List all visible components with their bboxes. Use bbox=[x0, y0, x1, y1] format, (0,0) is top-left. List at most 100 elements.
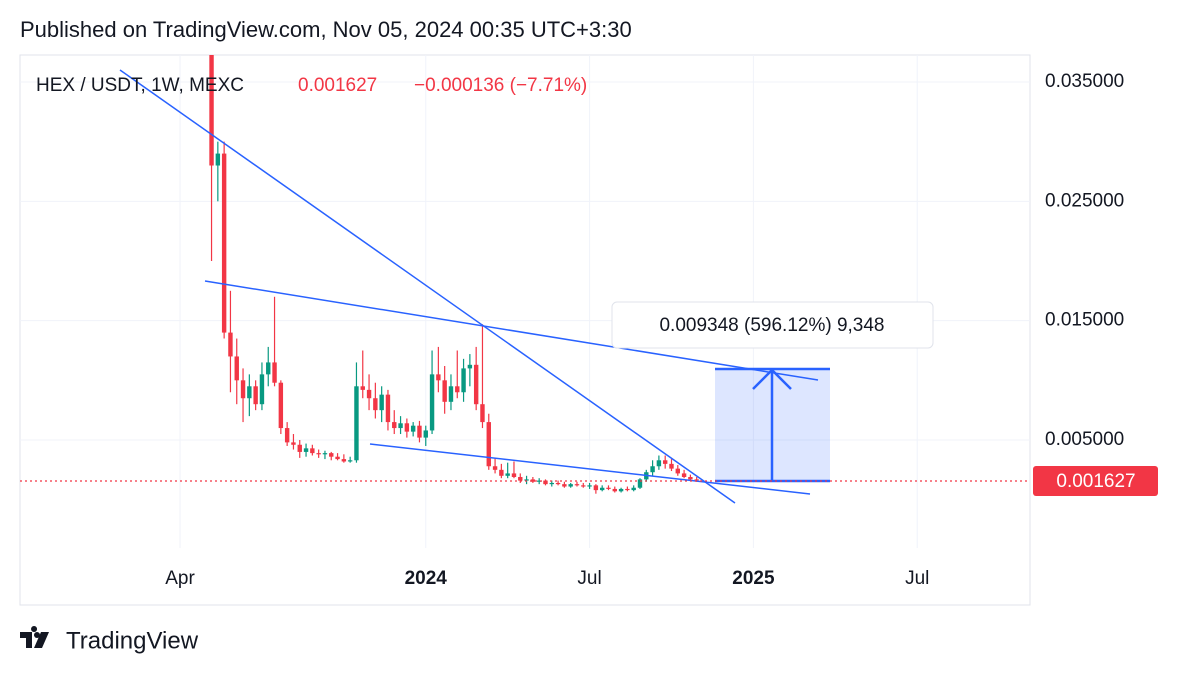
candle-body bbox=[429, 374, 435, 431]
candle-body bbox=[341, 459, 347, 462]
candle-body bbox=[562, 484, 567, 487]
measure-tooltip bbox=[611, 301, 934, 349]
candle-body bbox=[322, 453, 328, 455]
logo bbox=[20, 626, 49, 648]
candle-body bbox=[360, 386, 365, 390]
candle-body bbox=[555, 482, 561, 485]
candle-body bbox=[694, 479, 699, 481]
candle-body bbox=[347, 460, 353, 462]
candle-body bbox=[511, 473, 517, 477]
candle-body bbox=[436, 374, 441, 381]
candle-body bbox=[385, 394, 391, 423]
trend-line bbox=[204, 280, 819, 381]
price-tag-label: 0.001627 bbox=[1056, 471, 1135, 492]
candle-body bbox=[681, 473, 687, 477]
candle-body bbox=[587, 485, 592, 487]
candle-body bbox=[392, 422, 397, 429]
candle-body bbox=[530, 479, 536, 482]
candle-body bbox=[228, 332, 233, 357]
candle-body bbox=[606, 487, 611, 489]
candle-body bbox=[410, 425, 416, 432]
trend-line bbox=[369, 443, 811, 495]
candle-body bbox=[278, 382, 284, 429]
x-tick-label: Apr bbox=[165, 568, 195, 589]
candle-body bbox=[259, 374, 265, 405]
candle-body bbox=[675, 468, 680, 474]
candle-body bbox=[234, 356, 239, 381]
candle-body bbox=[669, 463, 674, 469]
trend-line bbox=[119, 69, 736, 504]
candle-body bbox=[354, 386, 359, 461]
candle-body bbox=[625, 488, 630, 491]
candle-body bbox=[297, 444, 302, 452]
candle-body bbox=[209, 55, 214, 166]
candle-body bbox=[442, 380, 447, 402]
brand: TradingView bbox=[66, 627, 199, 654]
x-tick-label: Jul bbox=[905, 568, 929, 589]
candle-body bbox=[536, 480, 542, 482]
y-tick-label: 0.015000 bbox=[1045, 310, 1124, 331]
candle-body bbox=[335, 456, 340, 460]
candle-body bbox=[303, 448, 309, 452]
drawings bbox=[20, 69, 1030, 504]
candle-body bbox=[221, 153, 227, 333]
candle-body bbox=[543, 480, 548, 485]
candle-body bbox=[518, 476, 523, 481]
candle-body bbox=[492, 466, 498, 470]
price-tag bbox=[1033, 466, 1158, 496]
candle-body bbox=[253, 386, 258, 405]
candle-body bbox=[599, 487, 605, 491]
candle-body bbox=[423, 430, 428, 438]
candle-body bbox=[688, 476, 693, 480]
candle-body bbox=[266, 362, 271, 375]
candle-body bbox=[612, 488, 617, 492]
candles bbox=[209, 55, 699, 494]
candle-body bbox=[240, 380, 246, 399]
candle-body bbox=[574, 484, 580, 486]
candle-body bbox=[316, 453, 321, 455]
candle-body bbox=[329, 453, 334, 457]
candle-body bbox=[568, 484, 573, 487]
legend-title: HEX / USDT, 1W, MEXC bbox=[36, 75, 244, 96]
candle-body bbox=[618, 488, 624, 492]
candle-body bbox=[473, 364, 479, 405]
candle-body bbox=[662, 460, 668, 464]
candle-body bbox=[455, 386, 460, 393]
y-tick-label: 0.005000 bbox=[1045, 429, 1124, 450]
candle-body bbox=[505, 473, 510, 476]
candle-body bbox=[379, 394, 384, 411]
candle-body bbox=[417, 425, 422, 438]
candle-body bbox=[373, 398, 378, 411]
candle-body bbox=[593, 485, 599, 491]
candle-body bbox=[448, 386, 454, 402]
candle-body bbox=[637, 479, 643, 488]
candle-body bbox=[272, 362, 277, 383]
measure-label: 0.009348 (596.12%) 9,348 bbox=[659, 315, 884, 336]
candle-body bbox=[524, 479, 529, 481]
candle-body bbox=[499, 469, 504, 476]
legend-change: −0.000136 (−7.71%) bbox=[414, 75, 587, 96]
candle-body bbox=[284, 428, 290, 443]
y-tick-label: 0.035000 bbox=[1045, 71, 1124, 92]
x-tick-label: 2025 bbox=[732, 568, 775, 589]
candle-body bbox=[549, 482, 554, 485]
candle-body bbox=[631, 487, 636, 491]
candle-body bbox=[291, 442, 296, 445]
candle-body bbox=[480, 404, 485, 423]
candle-body bbox=[404, 423, 410, 432]
measure-arrowhead bbox=[752, 368, 792, 390]
candle-body bbox=[656, 460, 662, 467]
candle-body bbox=[310, 448, 315, 454]
published: Published on TradingView.com, Nov 05, 20… bbox=[20, 17, 632, 42]
candle-body bbox=[366, 389, 372, 399]
x-tick-label: Jul bbox=[577, 568, 601, 589]
candle-body bbox=[467, 364, 473, 369]
logo-dot bbox=[34, 632, 40, 638]
legend-price: 0.001627 bbox=[298, 75, 377, 96]
x-tick-label: 2024 bbox=[405, 568, 448, 589]
candle-body bbox=[247, 386, 252, 399]
logo-mark bbox=[20, 626, 49, 648]
candle-body bbox=[461, 368, 466, 393]
